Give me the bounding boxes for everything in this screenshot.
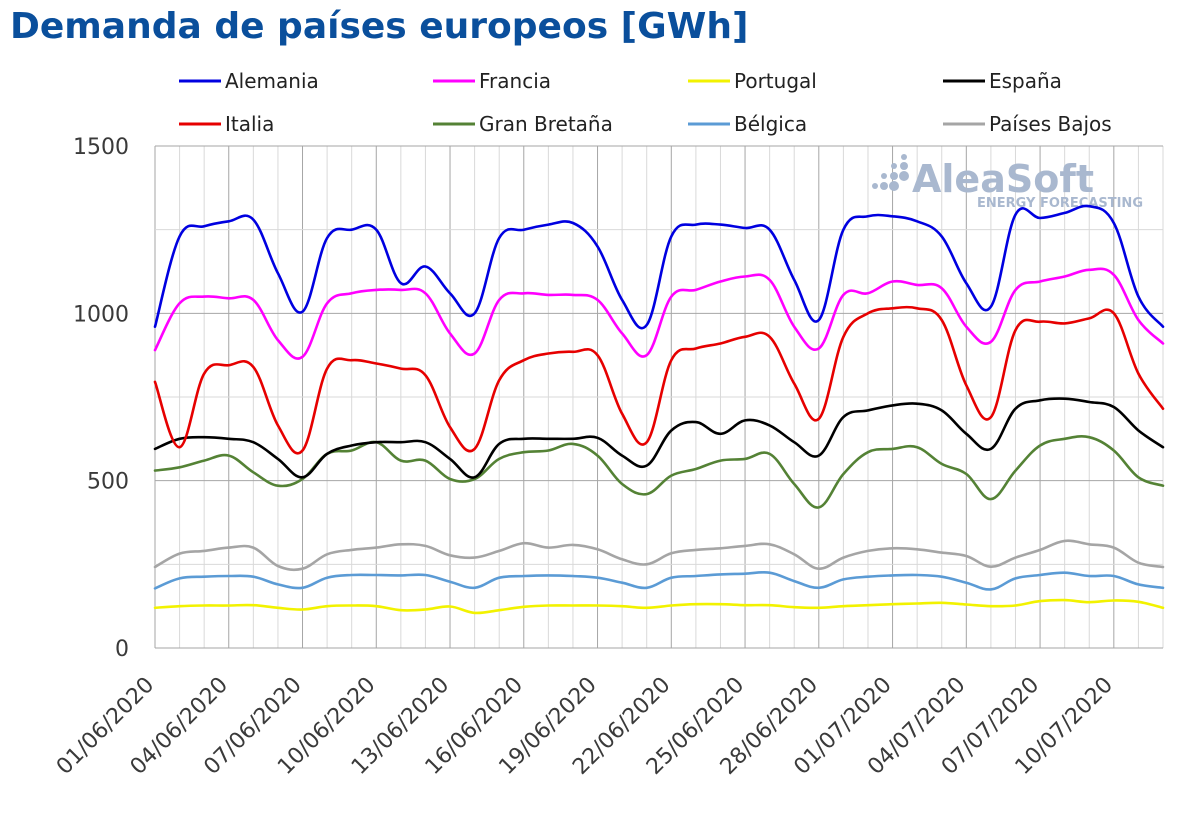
legend-item-gran-bretana: Gran Bretaña bbox=[433, 112, 613, 136]
legend-item-italia: Italia bbox=[179, 112, 274, 136]
legend-item-paises-bajos: Países Bajos bbox=[943, 112, 1112, 136]
series-line-alemania bbox=[153, 204, 1165, 330]
legend-item-portugal: Portugal bbox=[688, 69, 817, 93]
legend-item-alemania: Alemania bbox=[179, 69, 319, 93]
legend-item-belgica: Bélgica bbox=[688, 112, 807, 136]
legend-item-francia: Francia bbox=[433, 69, 551, 93]
watermark-tagline: ENERGY FORECASTING bbox=[977, 196, 1143, 211]
watermark-brand: AleaSoft bbox=[912, 157, 1094, 201]
legend-label: Alemania bbox=[225, 69, 319, 93]
legend: Alemania Francia Portugal España Italia Gran … bbox=[179, 69, 1112, 136]
series-line-italia bbox=[153, 305, 1165, 455]
x-axis: 01/06/202004/06/202007/06/202010/06/2020… bbox=[52, 673, 1118, 780]
legend-label: Países Bajos bbox=[989, 112, 1112, 136]
series-line-paises-bajos bbox=[153, 539, 1165, 572]
y-tick-label: 0 bbox=[115, 637, 129, 662]
legend-label: Francia bbox=[479, 69, 551, 93]
legend-label: Gran Bretaña bbox=[479, 112, 613, 136]
legend-label: Portugal bbox=[734, 69, 817, 93]
legend-label: España bbox=[989, 69, 1062, 93]
series-line-francia bbox=[153, 267, 1165, 360]
y-axis: 0 500 1000 1500 bbox=[73, 135, 129, 662]
y-tick-label: 1500 bbox=[73, 135, 129, 160]
series-line-espana bbox=[153, 397, 1165, 479]
aleasoft-watermark: AleaSoft ENERGY FORECASTING bbox=[872, 154, 1143, 211]
series-line-belgica bbox=[153, 570, 1165, 591]
legend-item-espana: España bbox=[943, 69, 1062, 93]
series-lines bbox=[153, 204, 1165, 615]
legend-label: Bélgica bbox=[734, 112, 807, 136]
chart-title: Demanda de países europeos [GWh] bbox=[10, 6, 749, 47]
legend-label: Italia bbox=[225, 112, 274, 136]
y-tick-label: 500 bbox=[87, 470, 129, 495]
y-tick-label: 1000 bbox=[73, 302, 129, 327]
aleasoft-logo-icon bbox=[872, 154, 909, 191]
series-line-portugal bbox=[153, 598, 1165, 615]
